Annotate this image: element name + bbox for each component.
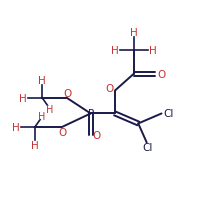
Text: H: H [31,140,38,150]
Text: H: H [149,45,157,55]
Text: H: H [38,76,46,86]
Text: O: O [105,83,113,93]
Text: H: H [111,45,119,55]
Text: H: H [39,112,46,121]
Text: H: H [130,28,138,38]
Text: Cl: Cl [164,109,174,119]
Text: Cl: Cl [142,143,153,153]
Text: O: O [93,131,101,141]
Text: O: O [63,88,72,98]
Text: O: O [157,69,165,79]
Text: P: P [88,109,94,119]
Text: H: H [19,93,27,103]
Text: O: O [58,128,66,138]
Text: H: H [12,123,19,133]
Text: H: H [46,104,53,114]
